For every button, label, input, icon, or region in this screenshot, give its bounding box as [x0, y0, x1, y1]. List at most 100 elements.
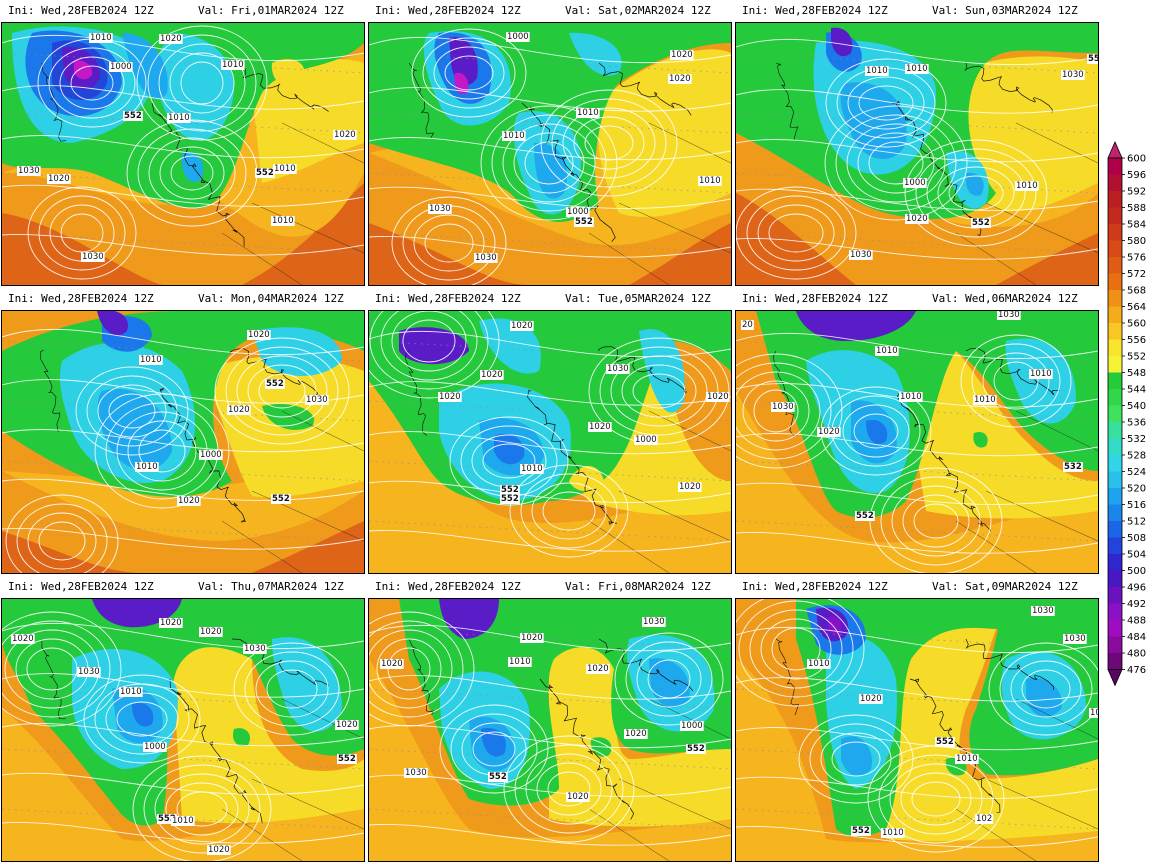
isoline-label: 1030 — [998, 311, 1020, 320]
isoline-label: 1010 — [699, 176, 721, 186]
isoline-label-background — [221, 60, 245, 70]
legend-swatch — [1108, 636, 1122, 653]
legend-swatch — [1108, 290, 1122, 307]
isoline-label-background — [576, 108, 600, 118]
legend-tick-label: 492 — [1127, 599, 1146, 610]
isoline-label-background — [955, 754, 979, 764]
valid-time-label: Val: Thu,07MAR2024 12Z — [198, 580, 344, 593]
isoline-label: 1020 — [567, 792, 589, 802]
isoline-label: 1020 — [589, 422, 611, 432]
init-time-label: Ini: Wed,28FEB2024 12Z — [375, 580, 521, 593]
isoline-label-background — [1089, 708, 1098, 718]
isoline-label-background — [135, 462, 159, 472]
isoline-label: 20 — [742, 320, 753, 330]
isoline-label-background — [1063, 462, 1083, 472]
isoline-label: 552 — [852, 826, 870, 836]
forecast-map-panel: Ini: Wed,28FEB2024 12Z Val: Mon,04MAR2024… — [0, 288, 366, 576]
init-time-label: Ini: Wed,28FEB2024 12Z — [742, 292, 888, 305]
isoline-label: 1030 — [18, 166, 40, 176]
isoline-label: 1000 — [507, 32, 529, 42]
isoline-label: 1010 — [136, 462, 158, 472]
isoline-label: 552 — [687, 744, 705, 754]
isoline-label-background — [167, 113, 191, 123]
isoline-label: 1000 — [567, 207, 589, 217]
isoline-label: 1020 — [248, 330, 270, 340]
isoline-label-background — [157, 814, 177, 824]
legend-tick-label: 500 — [1127, 566, 1146, 577]
isoline-label-background — [255, 168, 275, 178]
isoline-label: 1020 — [200, 627, 222, 637]
legend-tick-label: 552 — [1127, 352, 1146, 363]
isoline-label: 1030 — [772, 402, 794, 412]
init-time-label: Ini: Wed,28FEB2024 12Z — [742, 580, 888, 593]
legend-tick-label: 580 — [1127, 236, 1146, 247]
isoline-label-background — [474, 253, 498, 263]
isoline-label-background — [438, 392, 462, 402]
isoline-label: 532 — [1064, 462, 1082, 472]
isoline-label: 1020 — [707, 392, 729, 402]
isoline-label-background — [935, 737, 955, 747]
isoline-label: 1020 — [178, 496, 200, 506]
legend-swatch — [1108, 488, 1122, 505]
legend-swatch — [1108, 257, 1122, 274]
legend-swatch — [1108, 554, 1122, 571]
isoline-label-background — [975, 814, 994, 824]
geopotential-map: 1010 1010 552 1030 1000 1020 552 1010 1030 — [735, 22, 1099, 286]
isoline-label-background — [566, 207, 590, 217]
isoline-label: 1030 — [78, 667, 100, 677]
geopotential-map: 1020 1010 552 1020 1030 1000 1010 1020 552 — [1, 310, 365, 574]
legend-tick-label: 584 — [1127, 220, 1146, 231]
isoline-label-background — [642, 617, 666, 627]
isoline-label-background — [1063, 634, 1087, 644]
isoline-label: 1030 — [643, 617, 665, 627]
legend-tick-label: 508 — [1127, 533, 1146, 544]
isoline-label-background — [123, 111, 143, 121]
isoline-label: 1010 — [808, 659, 830, 669]
isoline-label-background — [305, 395, 329, 405]
init-time-label: Ini: Wed,28FEB2024 12Z — [742, 4, 888, 17]
isoline-label-background — [207, 845, 231, 855]
isoline-label-background — [335, 720, 359, 730]
isoline-label: 552 — [124, 111, 142, 121]
isoline-label: 1020 — [336, 720, 358, 730]
isoline-label-background — [680, 721, 704, 731]
isoline-label-background — [265, 379, 285, 389]
isoline-label: 1030 — [244, 644, 266, 654]
isoline-label-background — [1061, 70, 1085, 80]
legend-swatch — [1108, 224, 1122, 241]
isoline-label-background — [488, 772, 508, 782]
isoline-label-background — [333, 130, 357, 140]
isoline-label-background — [273, 164, 297, 174]
isoline-label: 552 — [856, 511, 874, 521]
isoline-label: 1020 — [160, 618, 182, 628]
geopotential-map: 1000 1020 1010 1010 1030 1030 1000 552 1010 1020 — [368, 22, 732, 286]
isoline-label-background — [404, 768, 428, 778]
legend-tick-label: 532 — [1127, 434, 1146, 445]
panel-header: Ini: Wed,28FEB2024 12Z Val: Fri,08MAR2024… — [367, 576, 733, 596]
panel-header: Ini: Wed,28FEB2024 12Z Val: Tue,05MAR2024… — [367, 288, 733, 308]
forecast-map-panel: Ini: Wed,28FEB2024 12Z Val: Fri,01MAR2024… — [0, 0, 366, 288]
init-time-label: Ini: Wed,28FEB2024 12Z — [375, 4, 521, 17]
legend-swatch — [1108, 570, 1122, 587]
legend-tick-label: 476 — [1127, 665, 1146, 676]
isoline-label-background — [17, 166, 41, 176]
init-time-label: Ini: Wed,28FEB2024 12Z — [8, 292, 154, 305]
valid-time-label: Val: Fri,01MAR2024 12Z — [198, 4, 344, 17]
isoline-label: 1010 — [974, 395, 996, 405]
isoline-label: 1010 — [168, 113, 190, 123]
isoline-label-background — [817, 427, 841, 437]
isoline-label: 1010 — [274, 164, 296, 174]
isoline-label: 1010 — [172, 816, 194, 826]
legend-swatch — [1108, 191, 1122, 208]
forecast-map-panel: Ini: Wed,28FEB2024 12Z Val: Sat,02MAR2024… — [367, 0, 733, 288]
legend-swatch — [1108, 504, 1122, 521]
forecast-map-panel: Ini: Wed,28FEB2024 12Z Val: Thu,07MAR2024… — [0, 576, 366, 864]
isoline-label-background — [81, 252, 105, 262]
init-time-label: Ini: Wed,28FEB2024 12Z — [375, 292, 521, 305]
legend-tick-label: 512 — [1127, 517, 1146, 528]
isoline-label-background — [706, 392, 730, 402]
isoline-label: 1030 — [1064, 634, 1086, 644]
isoline-label-background — [905, 64, 929, 74]
isoline-label: 1010 — [1016, 181, 1038, 191]
isoline-label: 1020 — [511, 321, 533, 331]
